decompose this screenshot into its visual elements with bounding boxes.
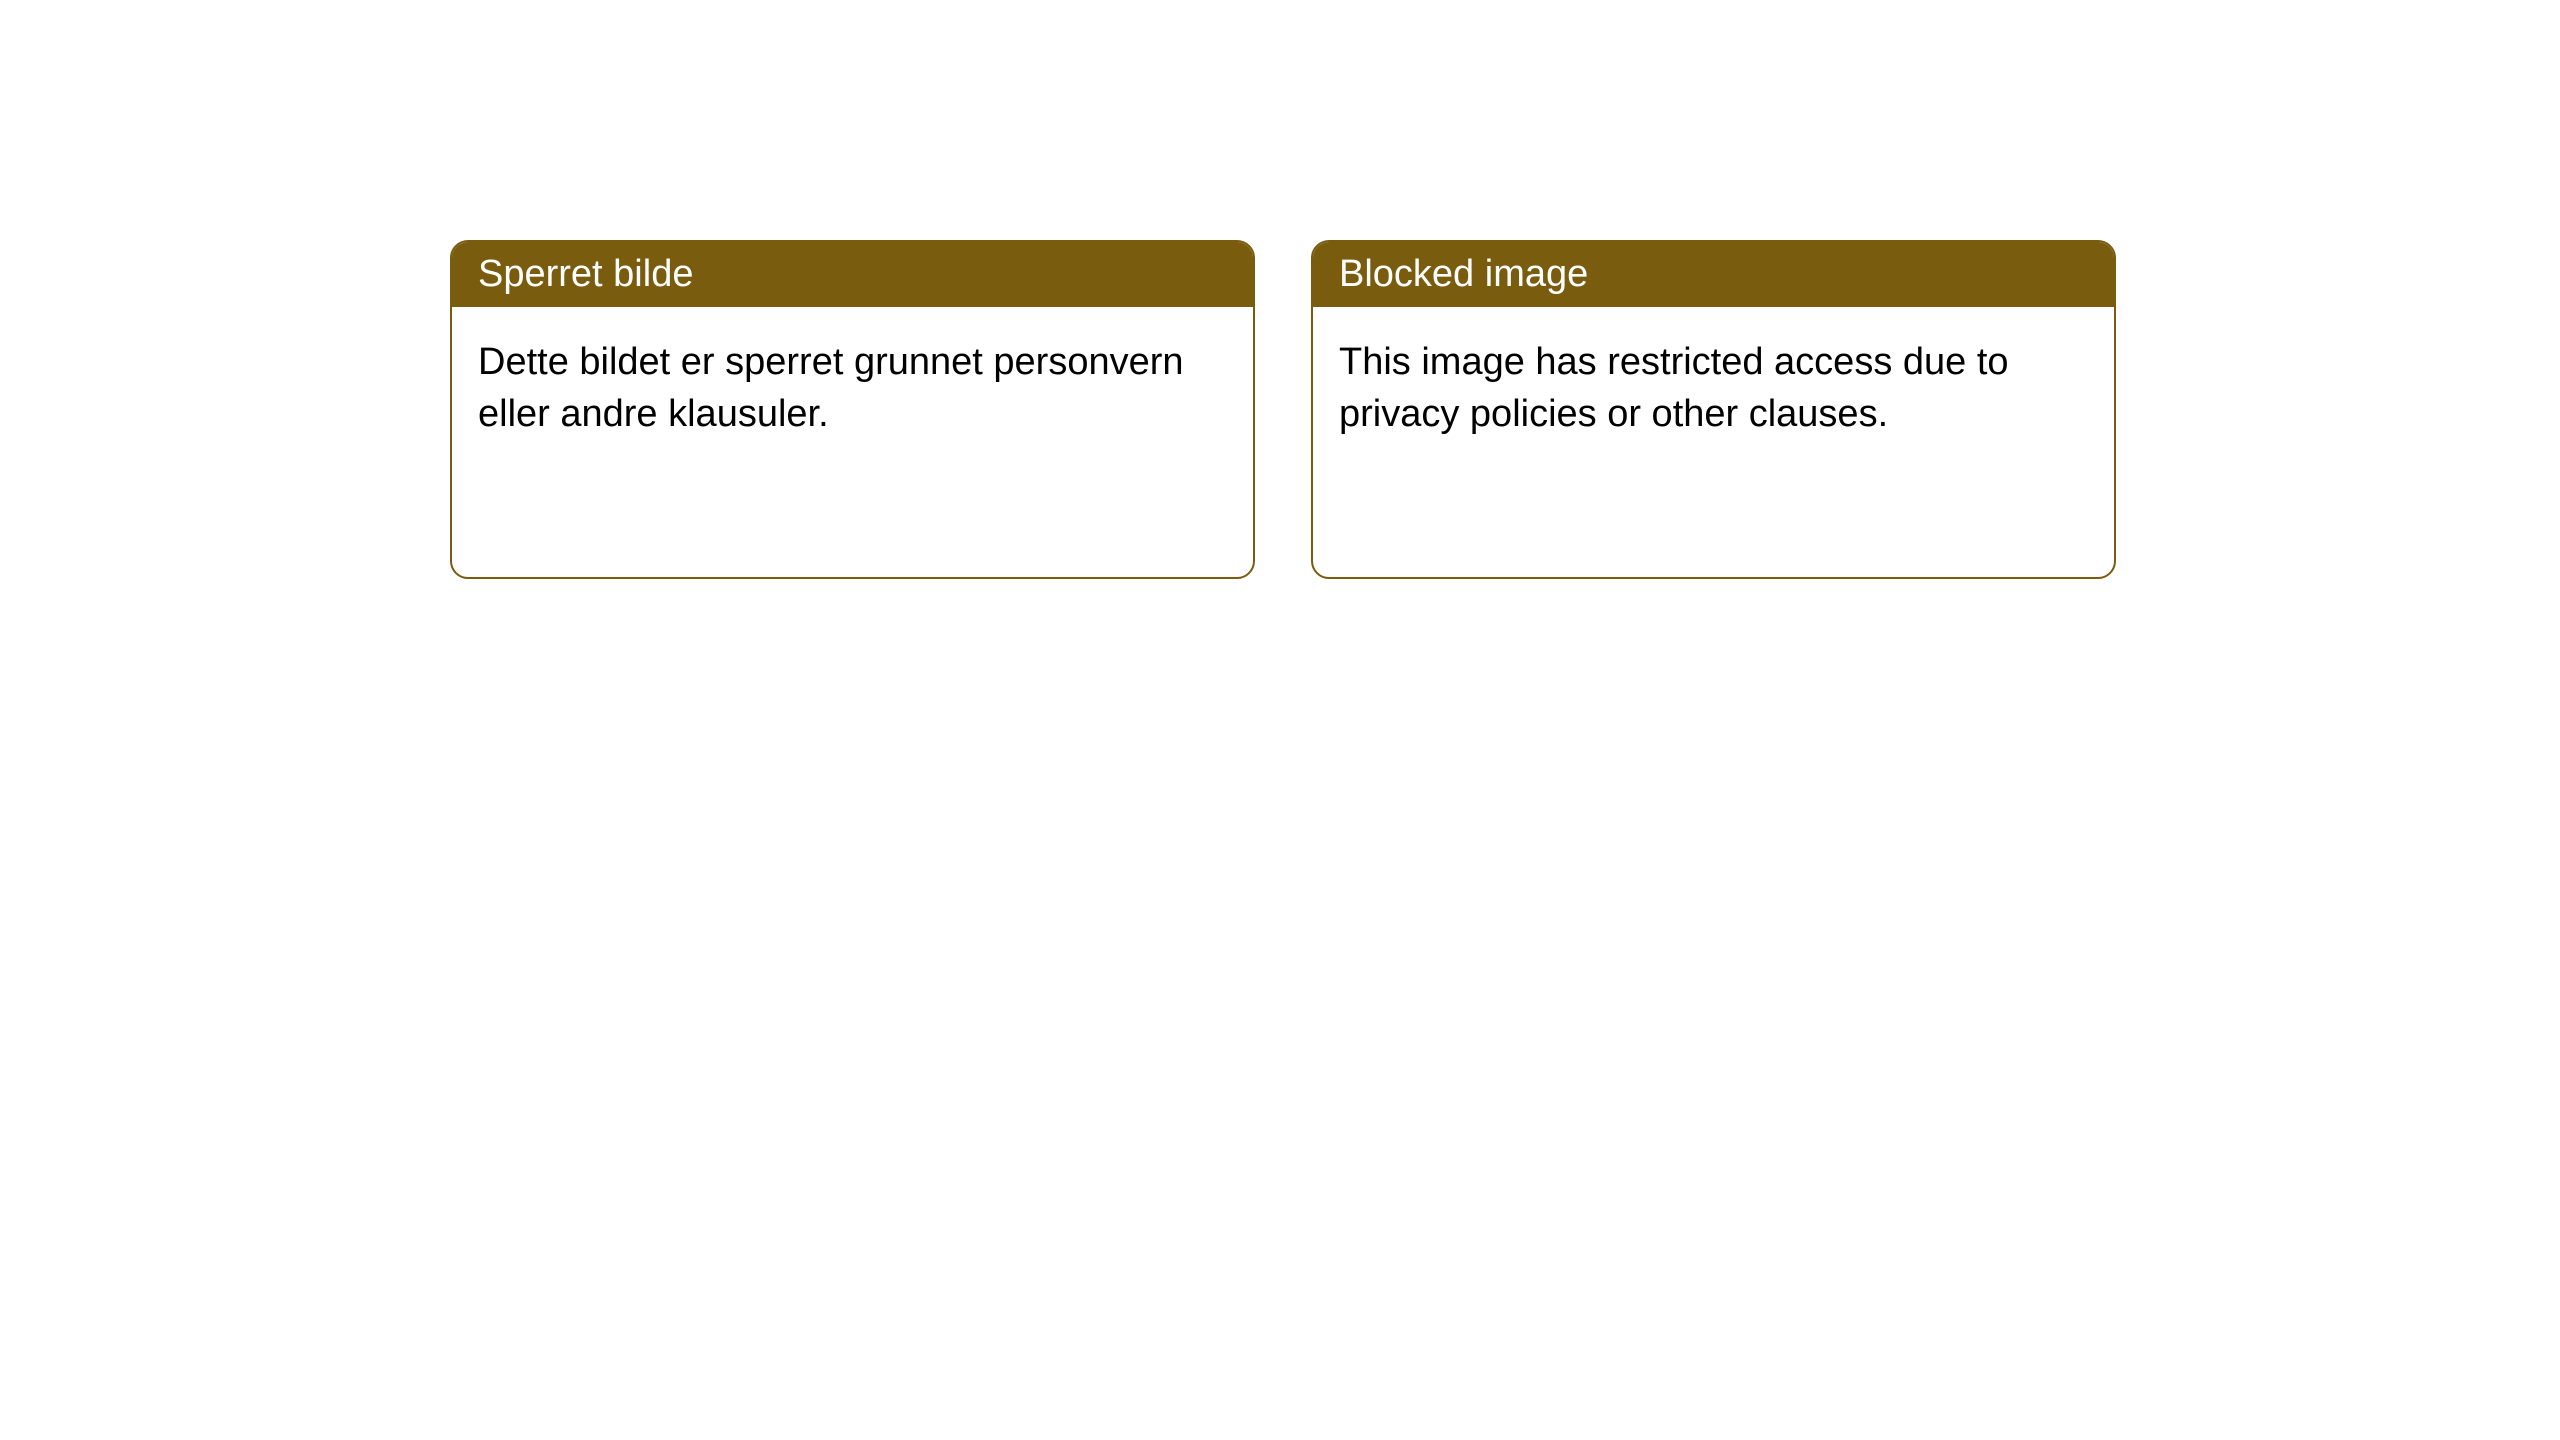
notice-container: Sperret bilde Dette bildet er sperret gr… xyxy=(450,240,2116,579)
notice-card-body: This image has restricted access due to … xyxy=(1313,307,2114,577)
notice-card-title: Sperret bilde xyxy=(452,242,1253,307)
notice-card-title: Blocked image xyxy=(1313,242,2114,307)
notice-card-body: Dette bildet er sperret grunnet personve… xyxy=(452,307,1253,577)
notice-card-english: Blocked image This image has restricted … xyxy=(1311,240,2116,579)
notice-card-norwegian: Sperret bilde Dette bildet er sperret gr… xyxy=(450,240,1255,579)
